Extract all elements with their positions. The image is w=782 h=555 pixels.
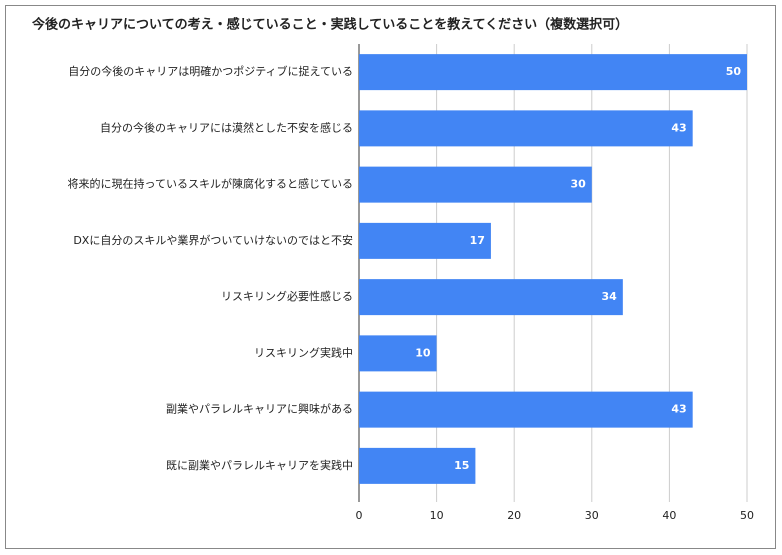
y-tick-label: 自分の今後のキャリアは明確かつポジティブに捉えている <box>68 64 353 78</box>
y-tick-label: 将来的に現在持っているスキルが陳腐化すると感じている <box>68 177 353 191</box>
y-tick-label: 既に副業やパラレルキャリアを実践中 <box>166 458 353 472</box>
data-label: 17 <box>470 234 485 247</box>
bar <box>359 54 747 91</box>
bar <box>359 279 623 316</box>
y-tick-label: 副業やパラレルキャリアに興味がある <box>166 402 353 416</box>
data-label: 15 <box>454 459 469 472</box>
bar <box>359 391 693 428</box>
x-tick-label: 50 <box>740 509 754 522</box>
data-label: 10 <box>415 346 431 359</box>
data-label: 34 <box>602 290 618 303</box>
y-tick-label: 自分の今後のキャリアには漠然とした不安を感じる <box>100 120 353 134</box>
y-tick-label: リスキリング必要性感じる <box>221 289 353 303</box>
bar <box>359 166 592 203</box>
x-tick-label: 40 <box>662 509 676 522</box>
data-label: 30 <box>570 178 586 191</box>
bar <box>359 222 491 259</box>
x-tick-label: 0 <box>356 509 363 522</box>
x-tick-label: 20 <box>507 509 521 522</box>
y-tick-label: DXに自分のスキルや業界がついていけないのではと不安 <box>73 233 353 247</box>
bar <box>359 447 476 484</box>
chart-title: 今後のキャリアについての考え・感じていること・実践していることを教えてください（… <box>31 17 628 33</box>
x-tick-label: 10 <box>430 509 444 522</box>
y-tick-label: リスキリング実践中 <box>254 345 353 359</box>
bar <box>359 110 693 147</box>
x-tick-label: 30 <box>585 509 599 522</box>
bar <box>359 335 437 372</box>
data-label: 50 <box>726 65 742 78</box>
data-label: 43 <box>671 121 686 134</box>
data-label: 43 <box>671 403 686 416</box>
